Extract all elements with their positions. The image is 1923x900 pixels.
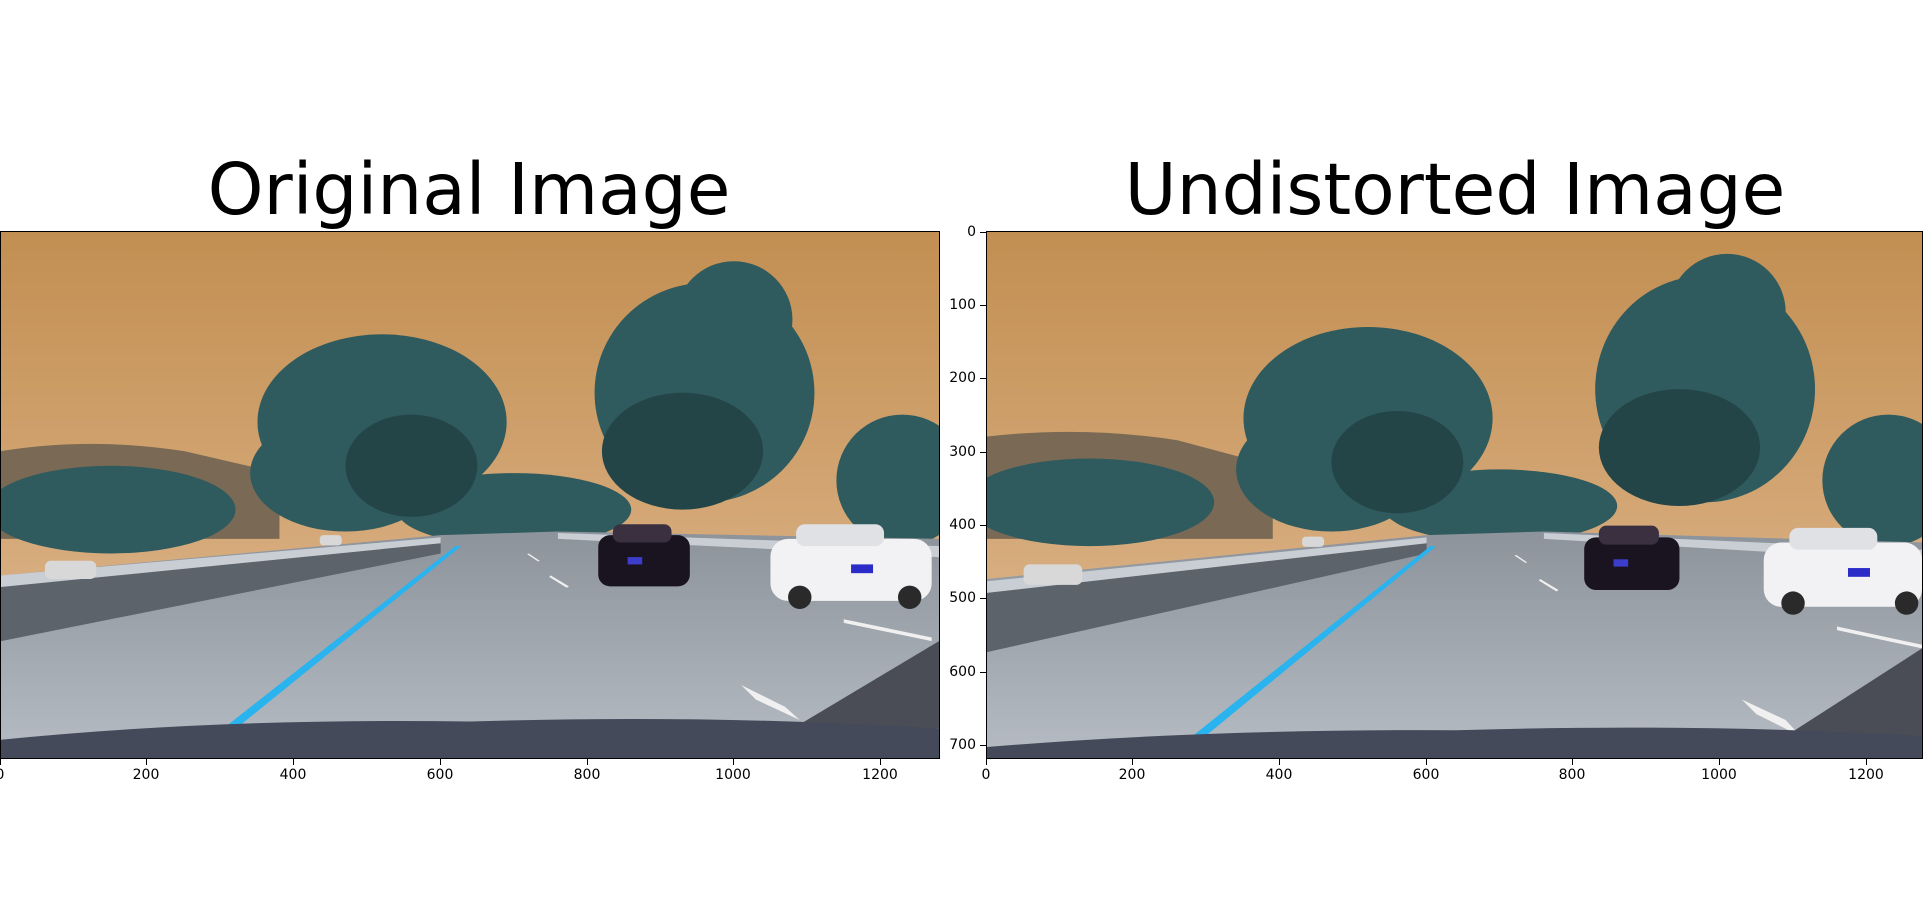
undistorted-road-photo xyxy=(987,232,1922,758)
x-tick-label: 800 xyxy=(573,767,601,783)
white-car xyxy=(1763,527,1922,615)
x-tick-label: 0 xyxy=(0,768,4,782)
x-tick-label: 200 xyxy=(1118,767,1146,783)
panel-title-undistorted: Undistorted Image xyxy=(1124,148,1786,231)
panel-title-original: Original Image xyxy=(207,148,731,231)
dark-car xyxy=(598,524,690,587)
x-tick-label: 200 xyxy=(132,767,160,783)
dark-car xyxy=(1584,525,1680,590)
y-tick-label: 100 xyxy=(949,297,976,313)
x-tick-label: 0 xyxy=(981,767,991,783)
y-tick-label: 0 xyxy=(967,224,976,240)
x-tick-label: 600 xyxy=(1412,767,1440,783)
y-tick-label: 500 xyxy=(949,590,976,606)
x-tick-label: 1200 xyxy=(1848,767,1884,783)
x-tick-label: 600 xyxy=(426,767,454,783)
x-tick-label: 800 xyxy=(1558,767,1586,783)
x-tick-label: 400 xyxy=(279,767,307,783)
white-car xyxy=(770,524,932,609)
x-tick-label: 400 xyxy=(1265,767,1293,783)
original-road-photo xyxy=(1,232,939,758)
x-tick-label: 1200 xyxy=(862,767,898,783)
original-image-frame xyxy=(0,231,940,759)
x-tick-label: 1000 xyxy=(1701,767,1737,783)
y-tick-label: 400 xyxy=(949,517,976,533)
undistorted-image-frame xyxy=(986,231,1923,759)
x-tick-label: 1000 xyxy=(715,767,751,783)
y-tick-label: 300 xyxy=(949,444,976,460)
y-tick-label: 200 xyxy=(949,370,976,386)
y-tick-label: 600 xyxy=(949,664,976,680)
y-tick-label: 700 xyxy=(949,737,976,753)
